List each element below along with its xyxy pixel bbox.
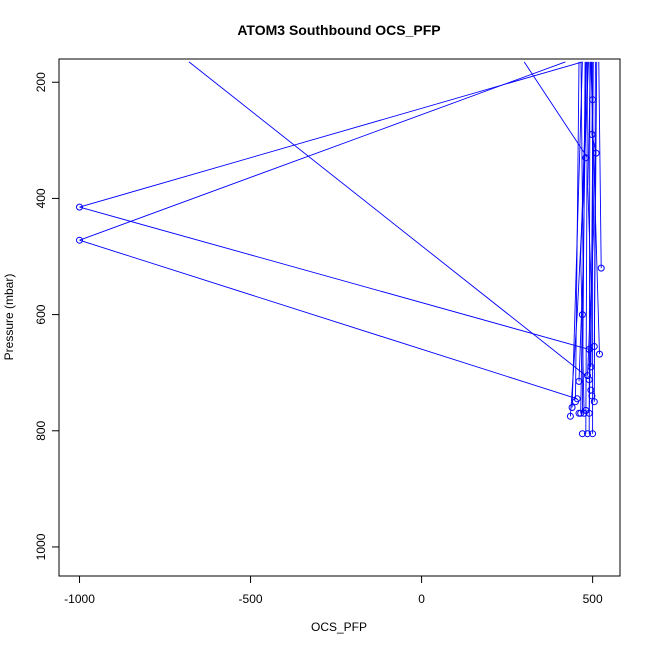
y-tick-label: 200 (34, 72, 48, 92)
data-point (76, 236, 83, 244)
data-point (578, 311, 586, 319)
series-line-segment (79, 206, 590, 350)
data-point (585, 345, 593, 353)
x-tick-label: 500 (583, 592, 603, 606)
x-tick-label: 0 (418, 592, 425, 606)
data-point (590, 398, 598, 406)
x-tick-label: -500 (239, 592, 263, 606)
series-line-segment (580, 61, 584, 269)
data-point (585, 376, 593, 384)
data-point (577, 409, 585, 417)
series-line-segment (587, 186, 592, 292)
data-point (566, 412, 574, 420)
series-line-segment (580, 61, 587, 414)
data-point (597, 264, 605, 272)
y-tick-label: 1000 (34, 533, 48, 560)
data-point (584, 372, 591, 380)
x-axis-label: OCS_PFP (311, 620, 367, 634)
series-line-segment (580, 256, 585, 414)
data-point (573, 395, 581, 403)
series-line-segment (582, 61, 589, 199)
plot-frame (58, 58, 621, 577)
data-point (76, 203, 83, 211)
data-point (590, 343, 598, 350)
series-line-segment (569, 314, 578, 417)
series-line-segment (188, 61, 587, 376)
y-axis-label: Pressure (mbar) (2, 274, 16, 361)
series-line-segment (578, 268, 584, 382)
series-line-segment (598, 61, 602, 269)
chart-title: ATOM3 Southbound OCS_PFP (237, 22, 440, 38)
series-line-segment (587, 227, 595, 376)
plot-marks (76, 61, 605, 438)
series-line-segment (523, 61, 588, 159)
y-tick-label: 600 (34, 304, 48, 324)
series-line-segment (79, 239, 578, 400)
series-line-segment (79, 61, 566, 241)
data-point (587, 363, 595, 371)
data-point (592, 149, 600, 157)
series-line-segment (571, 61, 583, 408)
series-line-segment (591, 61, 595, 228)
data-point (596, 350, 603, 358)
series-line-segment (585, 61, 588, 434)
data-point (582, 154, 590, 162)
data-point (575, 377, 583, 385)
y-tick-label: 800 (34, 420, 48, 440)
x-axis: -1000 -500 0 500 (64, 575, 603, 606)
data-point (578, 430, 586, 438)
series-line-segment (587, 61, 592, 187)
data-point (584, 430, 591, 438)
data-point (585, 409, 593, 417)
data-point (568, 404, 576, 411)
y-axis: 200 400 600 800 1000 (34, 72, 60, 560)
data-point (589, 96, 597, 104)
data-point (588, 131, 596, 138)
y-tick-label: 400 (34, 188, 48, 208)
data-point (589, 430, 597, 438)
series-line-segment (583, 61, 587, 141)
data-point (588, 392, 596, 400)
x-tick-label: -1000 (64, 592, 95, 606)
